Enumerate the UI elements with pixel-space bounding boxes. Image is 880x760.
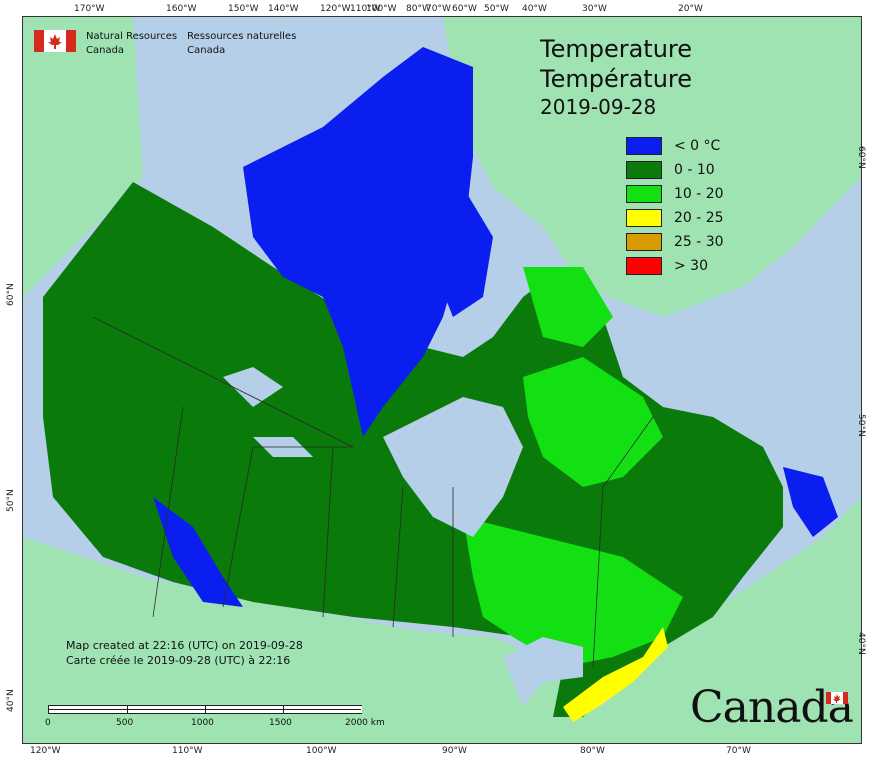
ontario-warm [463, 517, 683, 667]
legend-swatch [626, 137, 662, 155]
legend-item: 0 - 10 [626, 158, 724, 182]
legend-label: 10 - 20 [674, 186, 724, 202]
tick-top: 160°W [166, 4, 197, 14]
legend-swatch [626, 185, 662, 203]
legend-swatch [626, 233, 662, 251]
legend-label: 20 - 25 [674, 210, 724, 226]
tick-top: 20°W [678, 4, 703, 14]
agency-fr-line2: Canada [187, 45, 226, 56]
legend-swatch [626, 209, 662, 227]
border-line [322, 446, 334, 618]
tick-left: 40°N [6, 689, 16, 712]
agency-en-line2: Canada [86, 45, 125, 56]
agency-fr: Ressources naturelles Canada [187, 30, 296, 58]
alaska-land [23, 17, 143, 297]
southern-ontario-hot [563, 627, 668, 722]
border-line [92, 316, 354, 448]
tick-top: 40°W [522, 4, 547, 14]
map-frame[interactable] [22, 16, 862, 744]
canada-flag-icon [34, 30, 76, 52]
tick-top: 110°W [350, 4, 381, 14]
scale-label: 1500 [269, 718, 292, 728]
tick-top: 30°W [582, 4, 607, 14]
legend-item: < 0 °C [626, 134, 724, 158]
creation-note-fr: Carte créée le 2019-09-28 (UTC) à 22:16 [66, 654, 291, 667]
labrador-north-warm [523, 267, 613, 347]
provincial-borders [92, 316, 654, 668]
legend-label: < 0 °C [674, 138, 721, 154]
tick-top: 150°W [228, 4, 259, 14]
title-fr: Température [540, 65, 693, 93]
arctic-islands-cold [243, 47, 473, 437]
tick-left: 60°N [6, 283, 16, 306]
tick-bottom: 110°W [172, 746, 203, 756]
great-bear-lake [223, 367, 283, 407]
usa-land [23, 497, 861, 743]
legend-label: > 30 [674, 258, 708, 274]
legend-label: 25 - 30 [674, 234, 724, 250]
tick-bottom: 90°W [442, 746, 467, 756]
creation-note: Map created at 22:16 (UTC) on 2019-09-28… [66, 638, 303, 668]
tick-bottom: 100°W [306, 746, 337, 756]
tick-top: 70°W [426, 4, 451, 14]
agency-en-line1: Natural Resources [86, 31, 178, 42]
newfoundland-cold [783, 467, 838, 537]
tick-top: 50°W [484, 4, 509, 14]
scale-label: 2000 km [345, 718, 385, 728]
tick-bottom: 80°W [580, 746, 605, 756]
baffin-cold [413, 187, 493, 317]
legend-item: 20 - 25 [626, 206, 724, 230]
tick-top: 100°W [366, 4, 397, 14]
legend-swatch [626, 161, 662, 179]
border-line [152, 406, 184, 618]
tick-top: 140°W [268, 4, 299, 14]
agency-block: Natural Resources Canada Ressources natu… [34, 30, 296, 58]
tick-top: 60°W [452, 4, 477, 14]
tick-left: 50°N [6, 489, 16, 512]
canada-wordmark: Canada [690, 682, 854, 733]
scale-bar [48, 705, 362, 714]
tick-bottom: 70°W [726, 746, 751, 756]
title-en: Temperature [540, 35, 693, 63]
map-canvas [23, 17, 861, 743]
border-line [222, 446, 353, 608]
quebec-warm [523, 357, 663, 487]
tick-top: 120°W [320, 4, 351, 14]
rockies-cold [153, 497, 243, 607]
map-title: Temperature Température 2019-09-28 [540, 34, 692, 120]
tick-top: 80°W [406, 4, 431, 14]
hudson-bay [383, 397, 523, 537]
tick-right: 40°N [856, 632, 866, 655]
title-date: 2019-09-28 [540, 95, 657, 119]
great-lakes [503, 637, 583, 707]
tick-right: 60°N [856, 146, 866, 169]
legend-item: 10 - 20 [626, 182, 724, 206]
legend-item: 25 - 30 [626, 230, 724, 254]
legend: < 0 °C 0 - 10 10 - 20 20 - 25 25 - 30 > … [626, 134, 724, 278]
agency-fr-line1: Ressources naturelles [187, 31, 297, 42]
agency-en: Natural Resources Canada [86, 30, 177, 58]
border-line [592, 416, 654, 668]
legend-item: > 30 [626, 254, 724, 278]
legend-label: 0 - 10 [674, 162, 715, 178]
tick-top: 170°W [74, 4, 105, 14]
tick-right: 50°N [856, 414, 866, 437]
border-line [392, 486, 404, 628]
tick-bottom: 120°W [30, 746, 61, 756]
creation-note-en: Map created at 22:16 (UTC) on 2019-09-28 [66, 639, 303, 652]
wordmark-flag-icon [826, 692, 848, 704]
legend-swatch [626, 257, 662, 275]
scale-label: 0 [45, 718, 51, 728]
scale-label: 1000 [191, 718, 214, 728]
scale-label: 500 [116, 718, 134, 728]
